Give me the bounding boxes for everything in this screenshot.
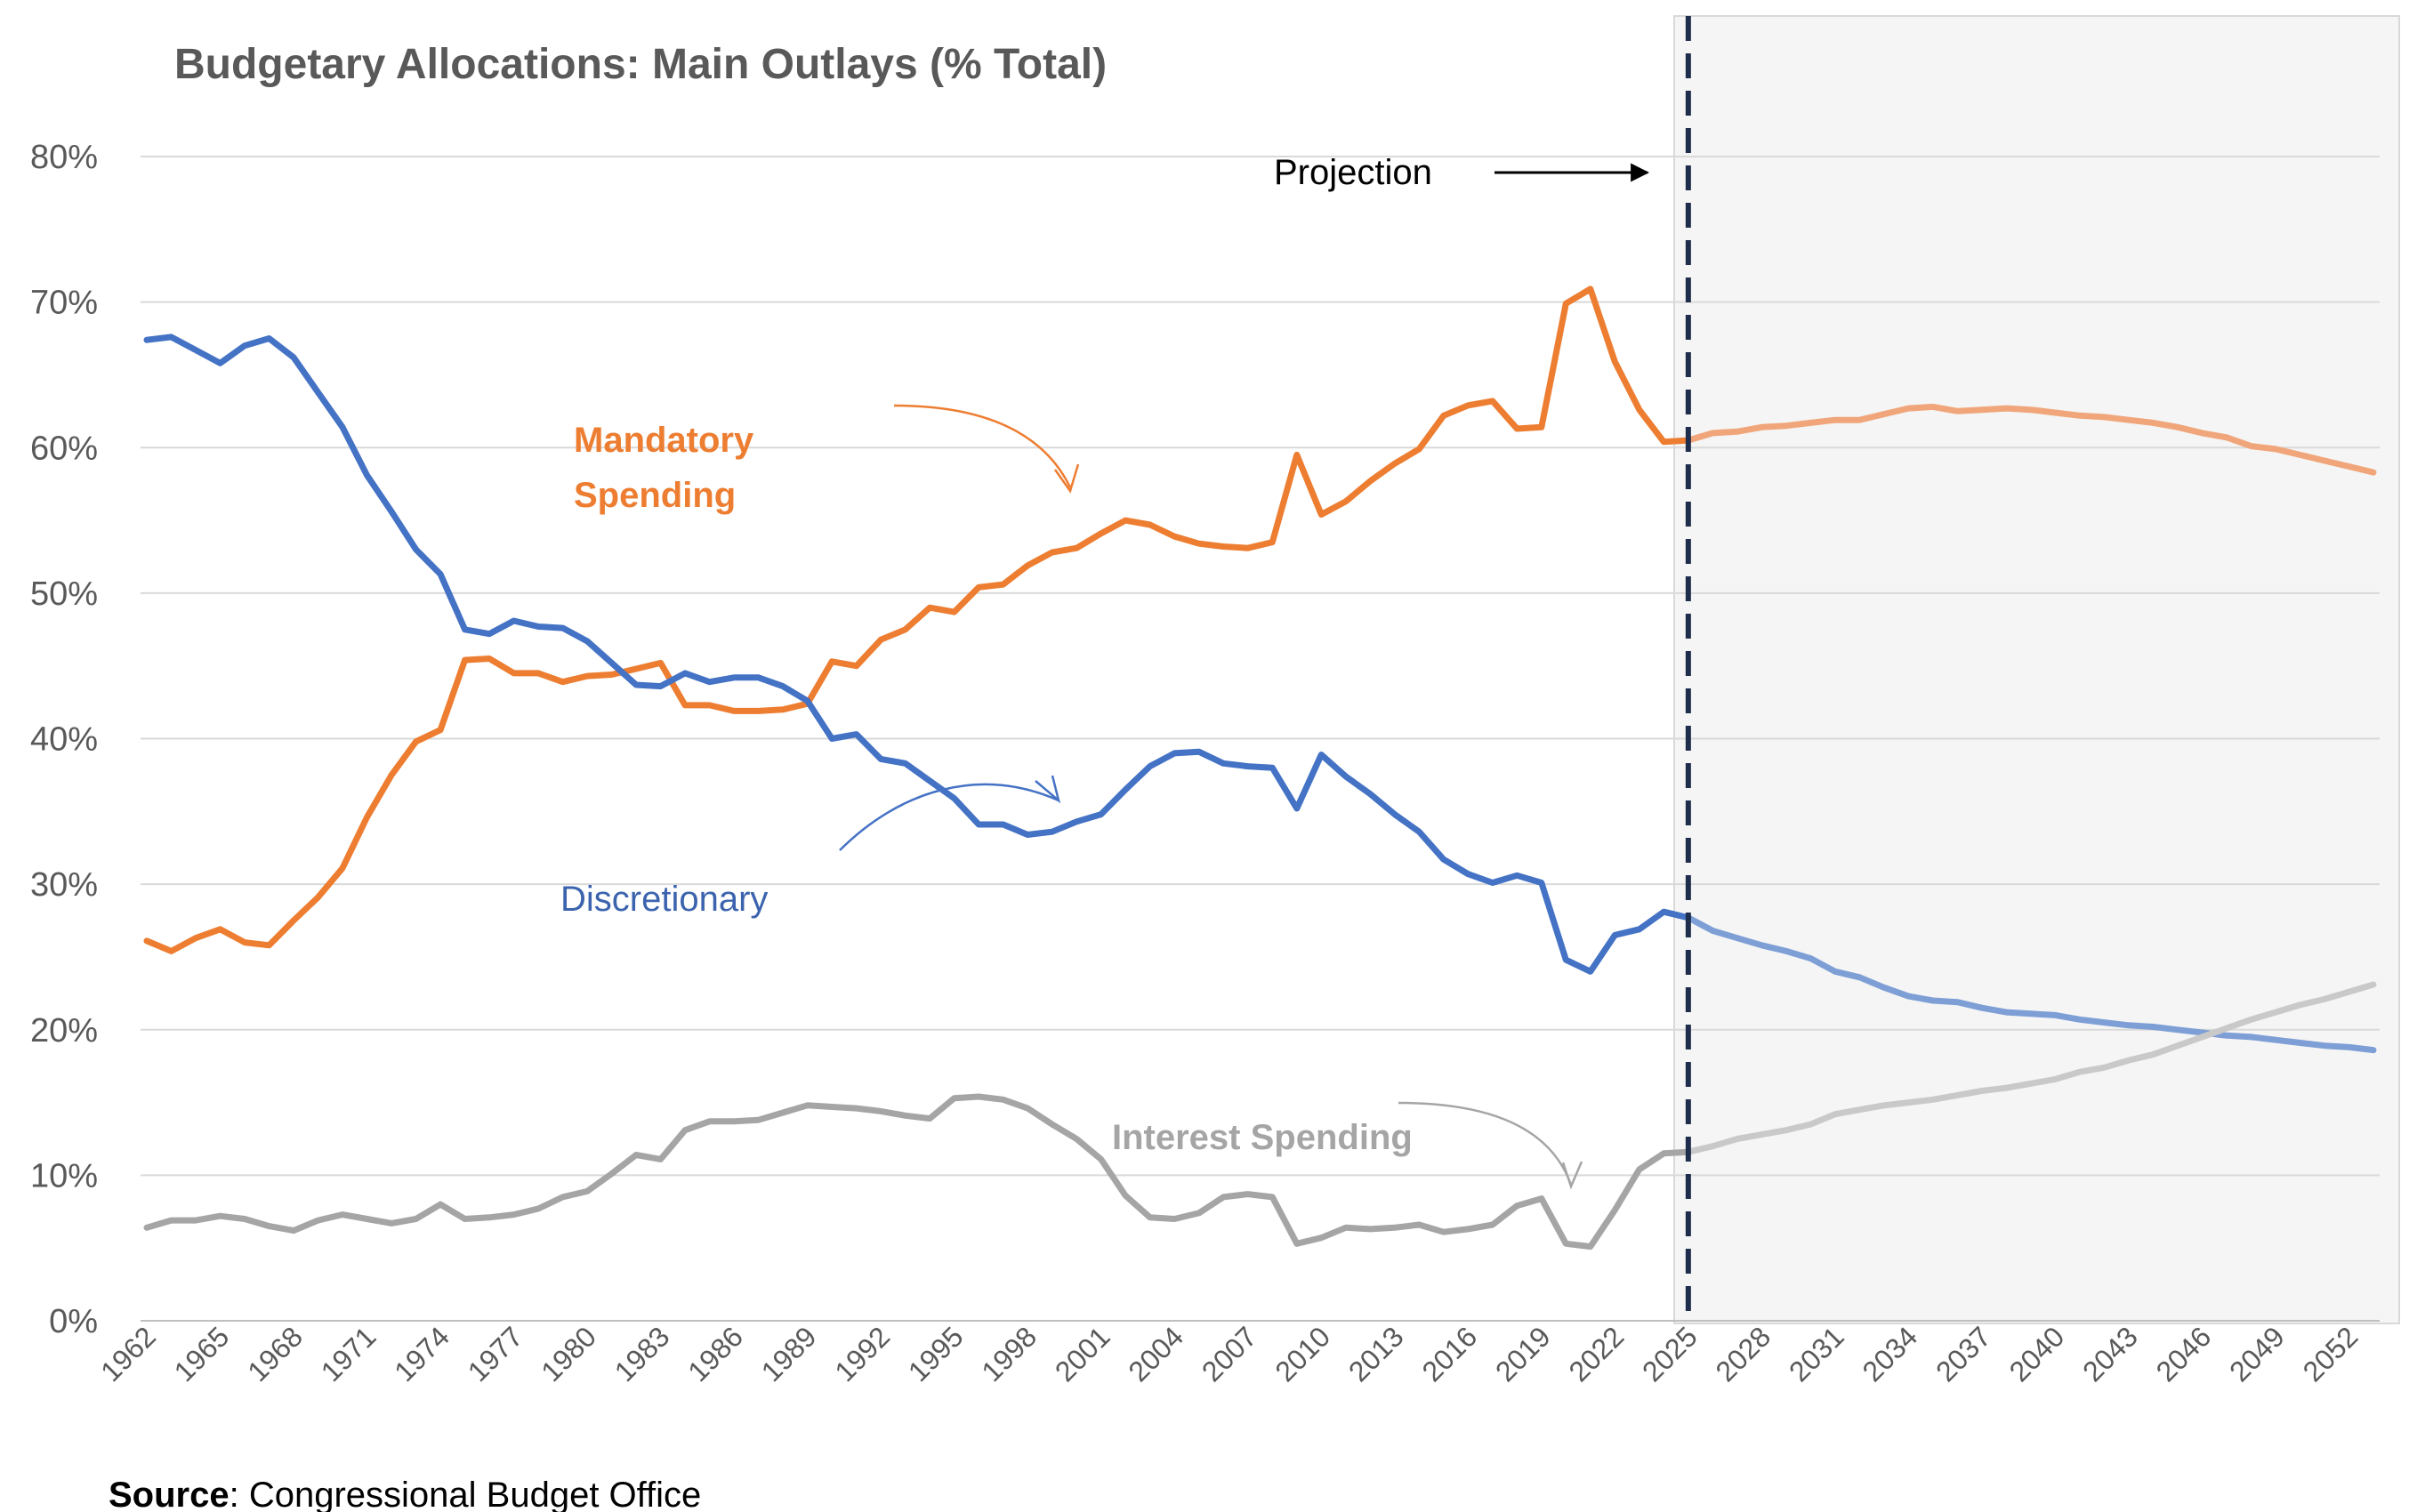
x-tick-label: 2010 xyxy=(1269,1320,1336,1387)
mandatory-label-line1: Mandatory xyxy=(574,421,754,460)
x-tick-label: 2040 xyxy=(2003,1320,2071,1387)
x-tick-label: 2046 xyxy=(2150,1320,2218,1387)
y-tick-label: 0% xyxy=(49,1303,98,1340)
y-tick-label: 40% xyxy=(30,721,98,759)
mandatory-arrowhead xyxy=(1053,463,1080,494)
y-tick-label: 30% xyxy=(30,866,98,904)
x-tick-label: 2052 xyxy=(2297,1320,2365,1387)
x-tick-label: 1983 xyxy=(608,1320,676,1387)
mandatory-label-line2: Spending xyxy=(574,476,736,515)
x-tick-label: 1989 xyxy=(755,1320,823,1387)
series-lines xyxy=(143,286,2377,1251)
series-interest-historical-line xyxy=(143,1093,1692,1251)
y-tick-label: 80% xyxy=(30,139,98,176)
x-tick-label: 1977 xyxy=(462,1320,529,1387)
x-tick-label: 1998 xyxy=(975,1320,1043,1387)
x-tick-label: 2022 xyxy=(1562,1320,1630,1387)
mandatory-arrow xyxy=(893,404,1072,488)
y-tick-label: 20% xyxy=(30,1012,98,1050)
source-note: Source: Congressional Budget Office xyxy=(109,1476,701,1512)
y-tick-label: 70% xyxy=(30,285,98,322)
y-tick-label: 10% xyxy=(30,1157,98,1194)
x-tick-label: 1968 xyxy=(241,1320,309,1387)
x-tick-label: 2016 xyxy=(1415,1320,1483,1387)
x-tick-label: 2028 xyxy=(1710,1320,1777,1387)
series-interest-projection-line xyxy=(1685,981,2377,1155)
source-text: : Congressional Budget Office xyxy=(230,1476,702,1512)
x-tick-label: 2004 xyxy=(1122,1320,1189,1387)
x-tick-label: 2013 xyxy=(1342,1320,1410,1387)
x-tick-label: 2034 xyxy=(1857,1320,1924,1387)
x-tick-label: 1992 xyxy=(828,1320,896,1387)
y-axis-ticks: 0% 10% 20% 30% 40% 50% 60% 70% 80% xyxy=(30,139,98,1340)
x-tick-label: 1995 xyxy=(902,1320,970,1387)
series-discretionary-historical-line xyxy=(143,334,1692,975)
x-tick-label: 2019 xyxy=(1489,1320,1557,1387)
discretionary-label: Discretionary xyxy=(560,880,768,919)
x-tick-label: 1962 xyxy=(94,1320,162,1387)
x-tick-label: 1986 xyxy=(681,1320,749,1387)
x-tick-label: 2025 xyxy=(1636,1320,1704,1387)
projection-label: Projection xyxy=(1274,153,1432,192)
interest-arrow xyxy=(1398,1101,1573,1186)
x-tick-label: 2007 xyxy=(1196,1320,1263,1387)
x-axis-ticks: 1962 1965 1968 1971 1974 1977 1980 1983 1986 1989… xyxy=(94,1320,2364,1387)
series-mandatory-projection-line xyxy=(1685,403,2377,476)
x-tick-label: 2031 xyxy=(1783,1320,1850,1387)
gridlines xyxy=(141,156,2380,1177)
x-tick-label: 2001 xyxy=(1049,1320,1116,1387)
source-label: Source xyxy=(109,1476,230,1512)
x-tick-label: 1980 xyxy=(535,1320,602,1387)
x-tick-label: 2043 xyxy=(2076,1320,2144,1387)
y-tick-label: 50% xyxy=(30,575,98,613)
discretionary-arrow xyxy=(839,783,1059,851)
discretionary-arrowhead xyxy=(1035,775,1061,804)
x-tick-label: 1974 xyxy=(388,1320,455,1387)
x-tick-label: 2049 xyxy=(2223,1320,2291,1387)
x-tick-label: 1971 xyxy=(315,1320,383,1387)
chart-title: Budgetary Allocations: Main Outlays (% T… xyxy=(174,41,1107,88)
interest-label: Interest Spending xyxy=(1112,1118,1413,1157)
x-tick-label: 1965 xyxy=(168,1320,236,1387)
series-mandatory-historical-line xyxy=(143,286,1692,954)
y-tick-label: 60% xyxy=(30,430,98,467)
interest-arrowhead xyxy=(1561,1161,1583,1190)
x-tick-label: 2037 xyxy=(1930,1320,1997,1387)
projection-region xyxy=(1673,15,2400,1324)
series-discretionary-projection-line xyxy=(1685,914,2377,1054)
